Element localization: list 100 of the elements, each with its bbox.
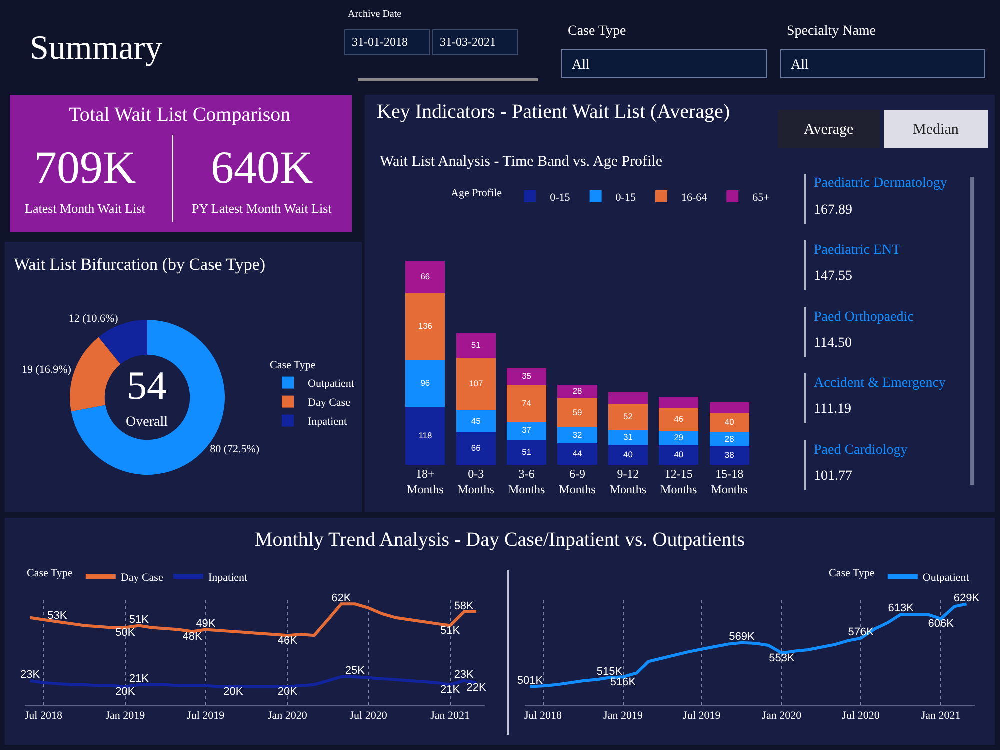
text: Case Type — [568, 24, 626, 39]
bar — [507, 422, 547, 440]
data-label: 19 (16.9%) — [22, 364, 72, 376]
text: Total Wait List Comparison — [69, 104, 291, 126]
data-label: 107 — [469, 378, 484, 389]
bar — [456, 410, 496, 433]
data-label: 613K — [888, 602, 915, 615]
bar — [456, 332, 496, 358]
data-label: 25K — [345, 665, 366, 678]
x-tick-label: Jul 2020 — [842, 710, 880, 722]
data-label: 50K — [116, 627, 136, 640]
text: Archive Date — [348, 9, 402, 20]
data-label: 40 — [724, 417, 735, 428]
x-tick-label: 12-15 Months — [660, 467, 698, 497]
data-label: 40 — [674, 449, 684, 460]
legend-label: Outpatient — [922, 572, 970, 584]
chart-title: Monthly Trend Analysis - Day Case/Inpatient vs. Outpatients — [255, 529, 746, 551]
text: Paediatric Dermatology — [814, 176, 948, 191]
bar — [710, 402, 750, 413]
bar — [456, 358, 496, 410]
data-label: 51K — [129, 614, 150, 626]
text: 114.50 — [814, 336, 852, 351]
bar — [608, 404, 648, 430]
data-label: 46K — [278, 634, 298, 647]
chart-title: Key Indicators - Patient Wait List (Average) — [377, 101, 730, 123]
data-label: 46 — [674, 414, 684, 424]
bar — [507, 368, 547, 386]
legend-label: Inpatient — [308, 416, 348, 428]
bar — [659, 445, 699, 465]
legend-label: Outpatient — [308, 378, 354, 390]
data-label: 12 (10.6%) — [68, 313, 119, 326]
text: 640K — [211, 142, 314, 193]
data-label: 22K — [466, 682, 488, 694]
text: 101.77 — [814, 469, 852, 484]
text: Average — [804, 122, 854, 138]
text: 31-03-2021 — [440, 35, 496, 49]
bar — [456, 432, 496, 465]
chart-title: Wait List Bifurcation (by Case Type) — [14, 255, 266, 274]
data-label: 35 — [522, 371, 532, 382]
data-label: 44 — [572, 448, 582, 459]
bar — [406, 293, 446, 360]
data-label: 29 — [674, 432, 684, 443]
x-tick-label: 9-12 Months — [610, 467, 647, 497]
text: Paed Orthopaedic — [814, 310, 914, 325]
x-tick-label: 15-18 Months — [711, 467, 748, 497]
text: 167.89 — [814, 203, 852, 218]
bar — [406, 260, 446, 294]
text: Overall — [126, 415, 168, 430]
data-label: 49K — [196, 618, 216, 630]
legend-title: Age Profile — [451, 187, 502, 200]
bar — [710, 446, 750, 465]
data-label: 48K — [182, 630, 204, 643]
data-label: 515K — [596, 666, 624, 678]
x-tick-label: 6-9 Months — [559, 467, 596, 497]
bar — [659, 397, 699, 409]
data-label: 38 — [724, 450, 735, 460]
chart-subtitle: Wait List Analysis - Time Band vs. Age Profile — [380, 154, 663, 170]
x-tick-label: 18+ Months — [407, 467, 444, 497]
text: 147.55 — [814, 269, 852, 284]
text: All — [572, 58, 590, 73]
text: Summary — [30, 30, 162, 67]
text: All — [791, 58, 809, 73]
legend-title: Case Type — [27, 567, 73, 580]
data-label: 74 — [522, 398, 532, 408]
data-label: 80 (72.5%) — [210, 443, 260, 456]
bar — [558, 384, 598, 399]
x-tick-label: Jan 2019 — [604, 710, 644, 722]
x-tick-label: Jul 2018 — [524, 710, 563, 722]
text: Median — [913, 122, 960, 138]
x-tick-label: 3-6 Months — [508, 467, 546, 497]
data-label: 62K — [332, 592, 352, 604]
text: 54 — [127, 363, 167, 408]
x-tick-label: Jul 2018 — [24, 710, 63, 722]
text: Paed Cardiology — [814, 443, 908, 458]
x-tick-label: Jan 2019 — [106, 710, 146, 722]
bar — [608, 445, 648, 465]
data-label: 20K — [224, 686, 244, 698]
data-label: 20K — [116, 686, 136, 698]
legend-label: Day Case — [308, 397, 351, 410]
data-label: 40 — [624, 449, 634, 460]
bar — [608, 430, 648, 446]
x-tick-label: Jan 2020 — [762, 710, 802, 722]
text: 709K — [34, 142, 136, 193]
data-label: 66 — [471, 443, 482, 454]
data-label: 51 — [522, 446, 532, 457]
bar — [608, 392, 648, 405]
x-tick-label: Jul 2019 — [187, 710, 226, 722]
legend-label: Day Case — [120, 572, 164, 584]
data-label: 629K — [954, 592, 980, 604]
text: Specialty Name — [787, 24, 876, 39]
data-label: 569K — [729, 631, 756, 644]
bar — [659, 408, 699, 432]
donut-slice — [70, 337, 121, 412]
data-label: 23K — [20, 669, 41, 682]
data-label: 606K — [928, 618, 955, 630]
data-label: 28 — [572, 386, 582, 396]
x-tick-label: Jan 2021 — [430, 710, 470, 722]
bar — [558, 443, 598, 465]
bar — [710, 432, 750, 446]
data-label: 553K — [769, 652, 796, 664]
